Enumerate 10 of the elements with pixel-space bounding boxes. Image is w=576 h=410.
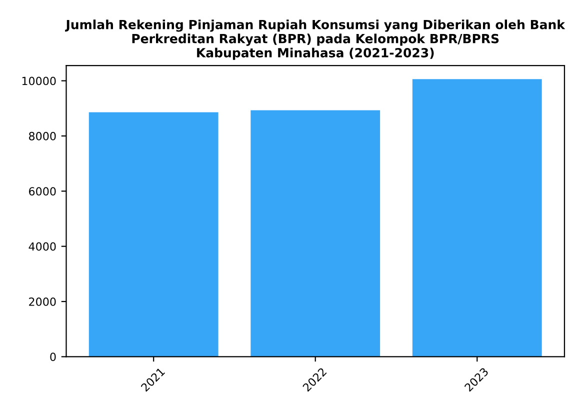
y-tick-label: 4000 — [28, 242, 56, 251]
y-tick-label: 6000 — [29, 187, 56, 196]
y-tick-label: 8000 — [28, 132, 56, 140]
bar — [88, 112, 218, 357]
bar — [250, 110, 380, 357]
chart-title: Jumlah Rekening Pinjaman Rupiah Konsumsi yang Diberikan oleh Bank Perkreditan Rakyat (BPR) pada Kelompok BPR/BPRS Kabupaten Minahasa (2021-2023) — [65, 20, 566, 60]
y-tick-label: 0 — [50, 352, 56, 362]
bar — [412, 79, 542, 357]
y-tick-label: 10000 — [22, 76, 56, 86]
y-tick-label: 2000 — [29, 297, 56, 306]
